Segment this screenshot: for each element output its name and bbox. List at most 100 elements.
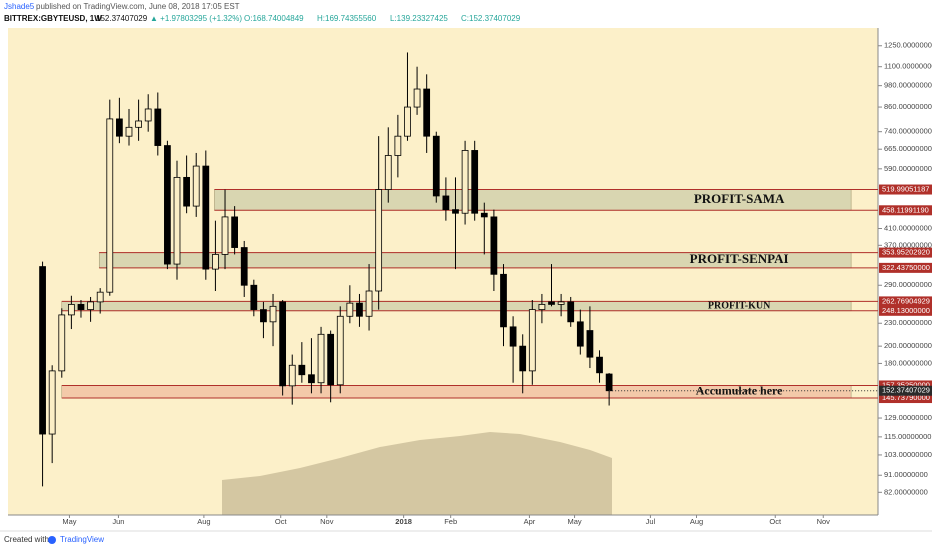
candle-body [39,266,46,435]
candle-body [461,150,469,214]
candle-body [509,326,517,347]
last-price-box [879,385,932,396]
y-tick-label: 665.00000000 [884,144,932,153]
x-tick-label: Jul [646,517,656,526]
author[interactable]: Jshade5 [4,2,35,11]
candle-body [96,291,104,303]
y-tick-label: 370.00000000 [884,240,932,249]
level-label: 262.76904929 [882,296,930,305]
candle-body [231,216,238,248]
zone-label: Accumulate here [696,384,783,398]
candle-body [298,364,306,376]
candle-body [269,305,277,323]
x-tick-label: May [62,517,76,526]
last-price-label: 152.37407029 [882,386,930,395]
candle-body [48,370,56,435]
candle-body [356,302,363,317]
candle-body [240,247,248,286]
brand-icon [48,536,56,544]
candle-body [336,315,344,386]
open: O:168.74004849 [244,14,304,23]
candle-body [394,135,402,156]
x-tick-label: Apr [524,517,536,526]
level-box [879,380,932,391]
candle-body [68,304,75,316]
candle-body [192,165,200,207]
candle-body [317,333,325,384]
volume-area [222,432,612,515]
y-tick-label: 740.00000000 [884,127,932,136]
candle-body [586,330,594,358]
level-box [879,305,932,316]
candle-body [480,212,488,218]
footer-created: Created with [4,535,49,544]
level-label: 322.43750000 [882,263,930,272]
candle-body [423,88,431,137]
candle-body [384,155,392,190]
level-box [879,205,932,216]
x-tick-label: Nov [320,517,334,526]
level-box [879,247,932,258]
level-box [879,393,932,404]
level-label: 248.13000000 [882,306,930,315]
candle-body [116,118,123,137]
candle-body [596,356,603,374]
x-tick-label: Jun [112,517,124,526]
x-tick-label: Nov [817,517,831,526]
y-tick-label: 410.00000000 [884,223,932,232]
plot-background [8,28,878,515]
close: C:152.37407029 [461,14,521,23]
footer-brand[interactable]: TradingView [60,535,104,544]
level-box [879,296,932,307]
candle-body [212,254,219,270]
candle-body [154,108,162,146]
level-label: 458.11991190 [882,205,929,214]
candle-body [452,209,459,214]
level-label: 145.73790000 [882,393,930,402]
candle-body [490,216,498,275]
candle-body [221,216,229,255]
candle-body [538,304,546,310]
x-tick-label: 2018 [395,517,412,526]
candle-body [260,309,267,323]
symbol: BITTREX:GBYTEUSD, 1W [4,14,102,23]
volume-shape [222,432,612,515]
candle-body [346,302,354,317]
y-tick-label: 1100.00000000 [884,62,932,71]
candle-body [605,373,613,392]
chart-layer: 1250.00000000 1100.00000000 980.00000000 86… [39,41,932,526]
high: H:169.74355560 [317,14,377,23]
candle-body [471,150,479,214]
candle-body [58,314,66,372]
change: ▲ +1.97803295 (+1.32%) [150,14,242,23]
x-tick-label: Aug [690,517,703,526]
candle-body [279,301,287,387]
candle-body [308,374,315,384]
y-tick-label: 91.00000000 [884,470,928,479]
candle-body [432,135,440,197]
candle-body [375,189,383,292]
candle-body [164,145,171,265]
candle-body [87,301,94,310]
zone-label: PROFIT-SAMA [694,191,785,206]
candle-body [327,333,335,386]
level-label: 353.95202920 [882,248,930,257]
candle-body [125,126,133,137]
candle-body [77,304,85,310]
candle-body [202,165,210,270]
candle-body [567,301,575,323]
y-tick-label: 82.00000000 [884,487,928,496]
y-tick-label: 1250.00000000 [884,41,932,50]
y-tick-label: 200.00000000 [884,341,932,350]
published: published on TradingView.com, June 08, 2… [36,2,240,11]
candle-body [365,290,373,317]
y-tick-label: 590.00000000 [884,164,932,173]
y-tick-label: 103.00000000 [884,450,932,459]
zone-label: PROFIT-KUN [708,300,771,311]
y-tick-label: 129.00000000 [884,413,932,422]
y-tick-label: 860.00000000 [884,102,932,111]
level-box [879,262,932,273]
candle-body [557,301,565,305]
x-tick-label: May [567,517,581,526]
